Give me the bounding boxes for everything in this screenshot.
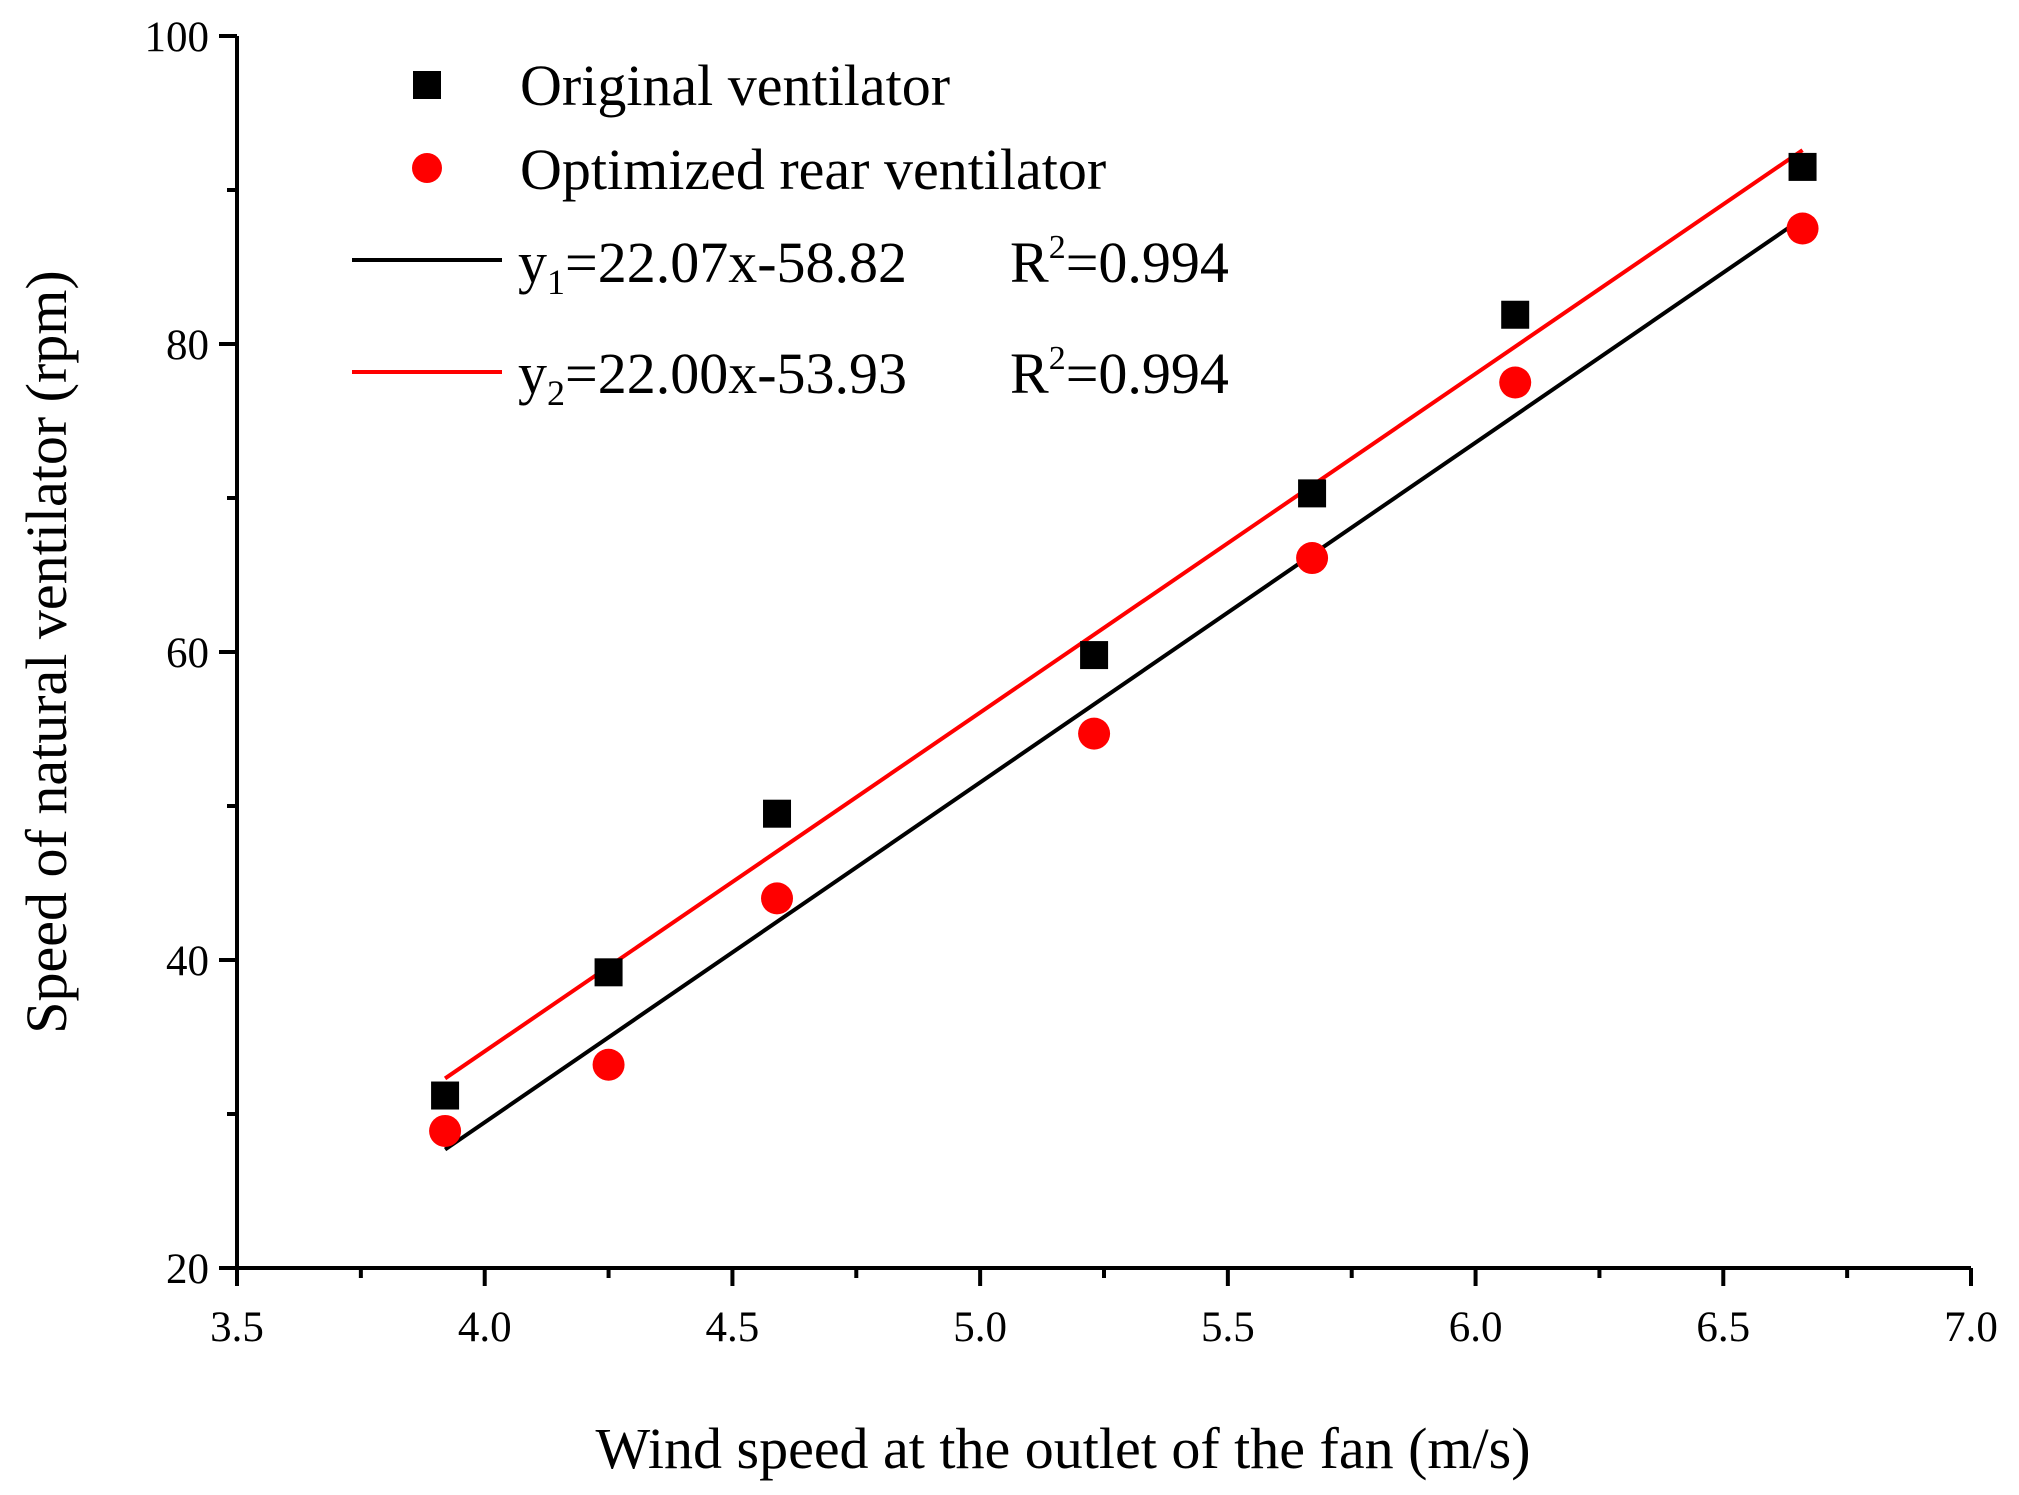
- x-axis-title: Wind speed at the outlet of the fan (m/s…: [595, 1416, 1530, 1481]
- legend-fit2-rval: =0.994: [1066, 341, 1229, 406]
- x-tick-label: 7.0: [1944, 1304, 1998, 1351]
- legend-fit1-var: y: [518, 230, 547, 295]
- legend-fit2-sup: 2: [1049, 340, 1066, 377]
- y-tick-label: 80: [166, 322, 209, 369]
- x-tick-labels: 3.5 4.0 4.5 5.0 5.5 6.0 6.5 7.0: [210, 1304, 1998, 1351]
- y-tick-label: 60: [166, 630, 209, 677]
- legend-fit2-equation: y2=22.00x-53.93 R2=0.994: [518, 340, 1229, 413]
- legend-fit2-eq: =22.00x-53.93: [565, 341, 907, 406]
- x-tick-label: 4.5: [706, 1304, 760, 1351]
- legend-fit1-rval: =0.994: [1066, 230, 1229, 295]
- legend-fit1-eq: =22.07x-58.82: [565, 230, 907, 295]
- data-point-optimized: [592, 1048, 625, 1081]
- legend-fit2-r: R: [1010, 341, 1049, 406]
- legend-fit1-sup: 2: [1049, 229, 1066, 266]
- legend-label-optimized: Optimized rear ventilator: [520, 137, 1106, 202]
- y-tick-label: 100: [145, 14, 210, 61]
- data-point-original: [1501, 300, 1530, 329]
- x-tick-label: 5.0: [953, 1304, 1007, 1351]
- data-point-optimized: [761, 882, 794, 915]
- legend: Original ventilator Optimized rear venti…: [352, 53, 1229, 413]
- y-tick-label: 40: [166, 938, 209, 985]
- y-tick-label: 20: [166, 1246, 209, 1293]
- data-point-optimized: [429, 1114, 462, 1147]
- ticks: [219, 34, 1973, 1286]
- data-point-optimized: [1786, 212, 1819, 245]
- legend-fit2-sub: 2: [547, 373, 565, 413]
- fit-lines: [443, 148, 1804, 1152]
- y-axis-title: Speed of natural ventilator (rpm): [14, 270, 79, 1033]
- x-tick-label: 5.5: [1201, 1304, 1255, 1351]
- legend-label-original: Original ventilator: [520, 53, 950, 118]
- fit-line-1: [443, 216, 1804, 1152]
- data-point-optimized: [1078, 717, 1111, 750]
- data-point-optimized: [1296, 542, 1329, 575]
- data-point-optimized: [1499, 366, 1532, 399]
- data-point-original: [763, 799, 792, 828]
- data-point-original: [594, 958, 623, 987]
- y-tick-labels: 20 40 60 80 100: [145, 14, 210, 1293]
- markers: [429, 152, 1819, 1147]
- fit-line-2: [443, 148, 1804, 1081]
- legend-fit1-sub: 1: [547, 262, 565, 302]
- legend-fit1-r: R: [1010, 230, 1049, 295]
- x-tick-label: 4.0: [458, 1304, 512, 1351]
- x-tick-label: 6.5: [1696, 1304, 1750, 1351]
- legend-marker-original: [413, 71, 441, 99]
- legend-marker-optimized: [412, 153, 442, 183]
- data-point-original: [1080, 641, 1109, 670]
- data-point-original: [1298, 479, 1327, 508]
- data-point-original: [1788, 152, 1817, 181]
- legend-fit1-equation: y1=22.07x-58.82 R2=0.994: [518, 229, 1229, 302]
- x-tick-label: 6.0: [1449, 1304, 1503, 1351]
- x-tick-label: 3.5: [210, 1304, 264, 1351]
- legend-fit2-var: y: [518, 341, 547, 406]
- data-point-original: [431, 1081, 460, 1110]
